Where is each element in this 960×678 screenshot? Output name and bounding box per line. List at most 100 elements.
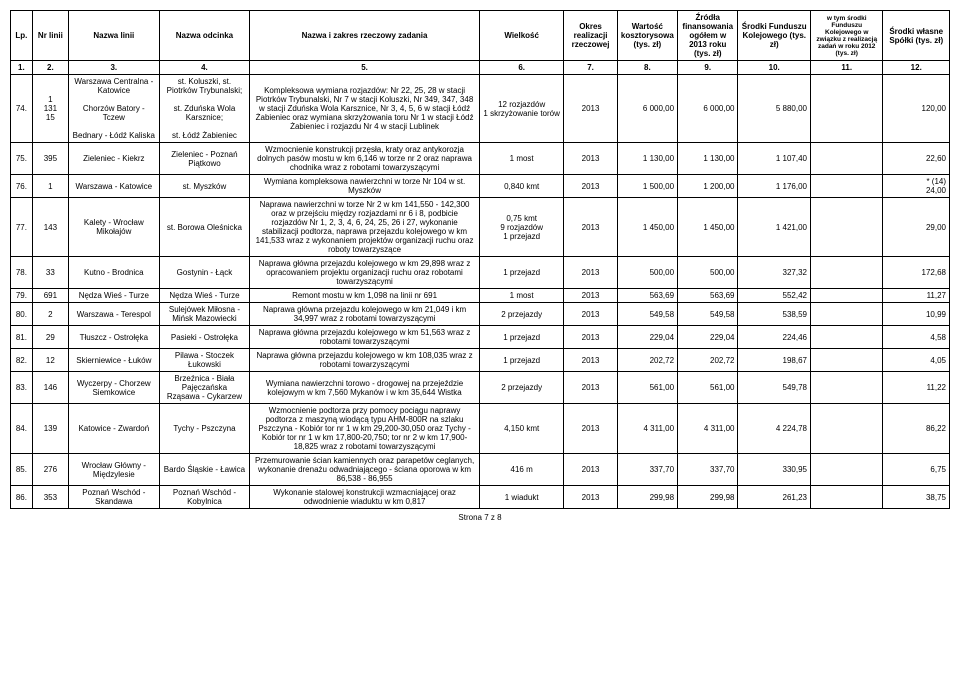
- cell: Brzeźnica - Biała Pajęczańska Rząsawa - …: [159, 372, 250, 404]
- cell: 1 wiadukt: [479, 486, 564, 509]
- cell: 2013: [564, 289, 617, 303]
- cell: 2 przejazdy: [479, 303, 564, 326]
- header-wlasne: Środki własne Spółki (tys. zł): [883, 11, 950, 61]
- cell: 4 311,00: [617, 404, 677, 454]
- cell: [810, 486, 883, 509]
- cell: Kompleksowa wymiana rozjazdów: Nr 22, 25…: [250, 75, 480, 143]
- cell: 276: [32, 454, 68, 486]
- cell: Wykonanie stalowej konstrukcji wzmacniaj…: [250, 486, 480, 509]
- cell: 29: [32, 326, 68, 349]
- cell: Poznań Wschód - Kobylnica: [159, 486, 250, 509]
- num-6: 6.: [479, 61, 564, 75]
- cell: 1 450,00: [678, 198, 738, 257]
- header-zadanie: Nazwa i zakres rzeczowy zadania: [250, 11, 480, 61]
- num-8: 8.: [617, 61, 677, 75]
- cell: [810, 454, 883, 486]
- data-table: Lp. Nr linii Nazwa linii Nazwa odcinka N…: [10, 10, 950, 509]
- header-wartosc: Wartość kosztorysowa (tys. zł): [617, 11, 677, 61]
- cell: Naprawa główna przejazdu kolejowego w km…: [250, 326, 480, 349]
- cell: 85.: [11, 454, 33, 486]
- table-row: 84.139Katowice - ZwardońTychy - Pszczyna…: [11, 404, 950, 454]
- cell: 4,150 kmt: [479, 404, 564, 454]
- cell: Przemurowanie ścian kamiennych oraz para…: [250, 454, 480, 486]
- cell: 2: [32, 303, 68, 326]
- cell: [810, 75, 883, 143]
- table-row: 78.33Kutno - BrodnicaGostynin - ŁąckNapr…: [11, 257, 950, 289]
- cell: [810, 289, 883, 303]
- cell: 6 000,00: [617, 75, 677, 143]
- cell: 561,00: [678, 372, 738, 404]
- cell: Remont mostu w km 1,098 na linii nr 691: [250, 289, 480, 303]
- cell: 12 rozjazdów 1 skrzyżowanie torów: [479, 75, 564, 143]
- cell: 38,75: [883, 486, 950, 509]
- cell: Nędza Wieś - Turze: [159, 289, 250, 303]
- cell: 1 130,00: [678, 143, 738, 175]
- cell: 549,58: [678, 303, 738, 326]
- cell: Kutno - Brodnica: [69, 257, 160, 289]
- cell: 120,00: [883, 75, 950, 143]
- cell: st. Myszków: [159, 175, 250, 198]
- cell: 395: [32, 143, 68, 175]
- cell: 563,69: [617, 289, 677, 303]
- cell: Wymiana kompleksowa nawierzchni w torze …: [250, 175, 480, 198]
- cell: 4 311,00: [678, 404, 738, 454]
- cell: 2013: [564, 143, 617, 175]
- cell: 2013: [564, 404, 617, 454]
- cell: 202,72: [678, 349, 738, 372]
- table-row: 76.1Warszawa - Katowicest. MyszkówWymian…: [11, 175, 950, 198]
- cell: Wyczerpy - Chorzew Siemkowice: [69, 372, 160, 404]
- cell: 80.: [11, 303, 33, 326]
- cell: 500,00: [678, 257, 738, 289]
- cell: 549,78: [738, 372, 811, 404]
- cell: 1 przejazd: [479, 257, 564, 289]
- cell: 1 most: [479, 289, 564, 303]
- header-nrlinii: Nr linii: [32, 11, 68, 61]
- cell: 84.: [11, 404, 33, 454]
- cell: [810, 143, 883, 175]
- cell: 1 200,00: [678, 175, 738, 198]
- cell: 2013: [564, 454, 617, 486]
- cell: 563,69: [678, 289, 738, 303]
- cell: 224,46: [738, 326, 811, 349]
- header-wielkosc: Wielkość: [479, 11, 564, 61]
- num-4: 4.: [159, 61, 250, 75]
- cell: 337,70: [617, 454, 677, 486]
- cell: 2013: [564, 326, 617, 349]
- cell: Warszawa - Katowice: [69, 175, 160, 198]
- cell: 76.: [11, 175, 33, 198]
- cell: 353: [32, 486, 68, 509]
- cell: Naprawa główna przejazdu kolejowego w km…: [250, 257, 480, 289]
- cell: 1 most: [479, 143, 564, 175]
- cell: Naprawa główna przejazdu kolejowego w km…: [250, 303, 480, 326]
- num-9: 9.: [678, 61, 738, 75]
- cell: Pilawa - Stoczek Łukowski: [159, 349, 250, 372]
- cell: 691: [32, 289, 68, 303]
- cell: 5 880,00: [738, 75, 811, 143]
- cell: 1 176,00: [738, 175, 811, 198]
- cell: 538,59: [738, 303, 811, 326]
- cell: st. Borowa Oleśnicka: [159, 198, 250, 257]
- cell: Pasieki - Ostrołęka: [159, 326, 250, 349]
- cell: st. Koluszki, st. Piotrków Trybunalski; …: [159, 75, 250, 143]
- cell: 6,75: [883, 454, 950, 486]
- cell: 2013: [564, 486, 617, 509]
- table-row: 79.691Nędza Wieś - TurzeNędza Wieś - Tur…: [11, 289, 950, 303]
- cell: 29,00: [883, 198, 950, 257]
- cell: Skierniewice - Łuków: [69, 349, 160, 372]
- header-okres: Okres realizacji rzeczowej: [564, 11, 617, 61]
- cell: 1: [32, 175, 68, 198]
- cell: 4,05: [883, 349, 950, 372]
- header-zrodla: Źródła finansowania ogółem w 2013 roku (…: [678, 11, 738, 61]
- cell: 12: [32, 349, 68, 372]
- cell: 330,95: [738, 454, 811, 486]
- table-row: 86.353Poznań Wschód - SkandawaPoznań Wsc…: [11, 486, 950, 509]
- cell: 229,04: [617, 326, 677, 349]
- cell: Sulejówek Miłosna - Mińsk Mazowiecki: [159, 303, 250, 326]
- cell: 86.: [11, 486, 33, 509]
- cell: 552,42: [738, 289, 811, 303]
- num-11: 11.: [810, 61, 883, 75]
- cell: 2013: [564, 175, 617, 198]
- cell: 1 przejazd: [479, 326, 564, 349]
- cell: [810, 326, 883, 349]
- cell: 261,23: [738, 486, 811, 509]
